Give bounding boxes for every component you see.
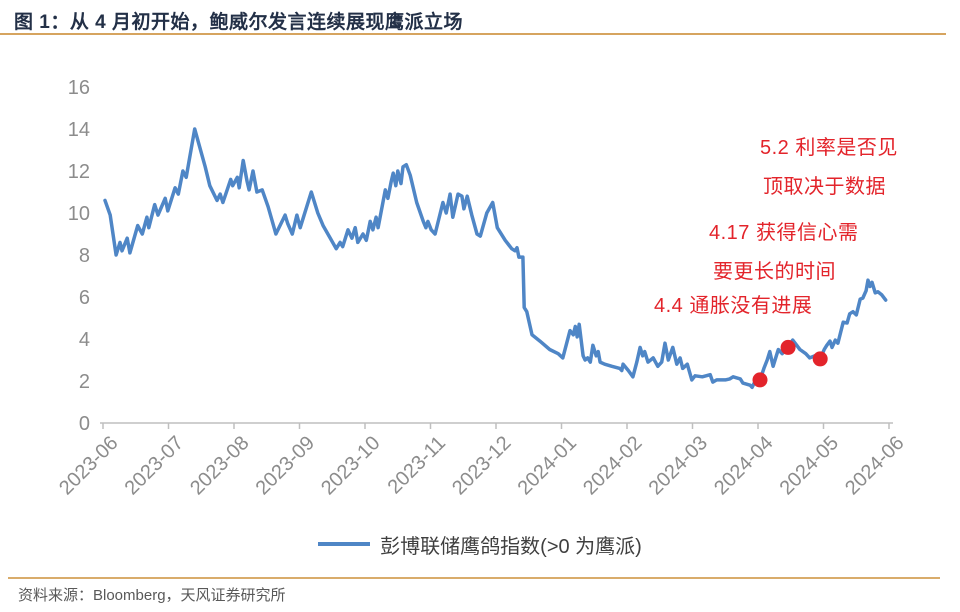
event-marker-dot <box>780 339 796 355</box>
annotation-4-17-line2: 要更长的时间 <box>713 261 836 283</box>
annotation-4-17-line1: 4.17 获得信心需 <box>709 222 859 244</box>
y-axis-tick-label: 8 <box>79 245 90 267</box>
annotation-5-2-line1: 5.2 利率是否见 <box>760 137 898 159</box>
y-axis-tick-label: 12 <box>68 161 90 183</box>
x-axis-tick-label: 2024-03 <box>645 432 712 499</box>
y-axis-tick-label: 16 <box>68 77 90 99</box>
y-axis-tick-label: 4 <box>79 329 90 351</box>
event-marker-dot <box>812 351 828 367</box>
event-marker-dot <box>752 372 768 388</box>
y-axis-tick-label: 0 <box>79 413 90 435</box>
x-axis-tick-label: 2023-06 <box>55 432 122 499</box>
x-axis-tick-label: 2023-12 <box>448 432 515 499</box>
annotation-4-4-line1: 4.4 通胀没有进展 <box>654 295 813 317</box>
hawkish-dovish-index-chart: 0 2 4 6 8 10 12 14 16 2023-062023-072023-082023-0… <box>55 77 908 499</box>
x-axis-tick-label: 2024-06 <box>841 432 908 499</box>
x-axis-tick-label: 2024-04 <box>710 432 777 499</box>
x-axis-tick-label: 2023-09 <box>252 432 319 499</box>
x-axis-tick-label: 2023-08 <box>186 432 253 499</box>
source-text: 资料来源：Bloomberg，天风证券研究所 <box>18 587 286 604</box>
y-axis-tick-label: 14 <box>68 119 90 141</box>
annotation-5-2-line2: 顶取决于数据 <box>763 176 886 198</box>
legend-label: 彭博联储鹰鸽指数(>0 为鹰派) <box>380 535 642 558</box>
y-axis-tick-label: 2 <box>79 371 90 393</box>
y-axis-tick-label: 6 <box>79 287 90 309</box>
x-axis-tick-label: 2024-05 <box>776 432 843 499</box>
x-axis-tick-label: 2023-10 <box>317 432 384 499</box>
x-axis-tick-label: 2023-07 <box>121 432 188 499</box>
legend-line-swatch <box>318 542 371 546</box>
x-axis-tick-label: 2023-11 <box>384 432 450 498</box>
legend: 彭博联储鹰鸽指数(>0 为鹰派) <box>0 530 960 558</box>
index-line <box>103 127 888 390</box>
x-axis-tick-label: 2024-02 <box>579 432 646 499</box>
figure-title: 图 1：从 4 月初开始，鲍威尔发言连续展现鹰派立场 <box>14 12 463 33</box>
x-axis-tick-label: 2024-01 <box>514 432 581 499</box>
title-underline <box>0 33 946 35</box>
source-divider <box>8 577 940 579</box>
y-axis-tick-label: 10 <box>68 203 90 225</box>
